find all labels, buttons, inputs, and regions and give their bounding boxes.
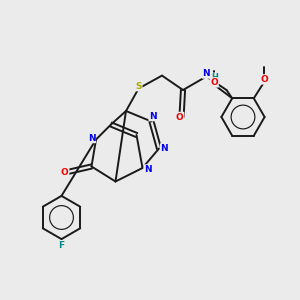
Text: N: N — [149, 112, 157, 121]
Text: O: O — [210, 78, 218, 87]
Text: N: N — [160, 144, 168, 153]
Text: H: H — [212, 73, 218, 82]
Text: N: N — [202, 69, 210, 78]
Text: N: N — [144, 165, 152, 174]
Text: F: F — [58, 241, 64, 250]
Text: O: O — [61, 168, 69, 177]
Text: N: N — [88, 134, 95, 142]
Text: S: S — [135, 82, 142, 91]
Text: O: O — [176, 112, 184, 122]
Text: O: O — [260, 75, 268, 84]
